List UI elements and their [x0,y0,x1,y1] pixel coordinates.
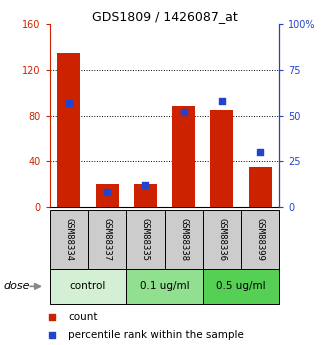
Text: dose: dose [3,282,30,291]
Bar [96,184,118,207]
Text: GSM88336: GSM88336 [217,218,226,261]
Bar [203,210,241,269]
Bar [241,210,279,269]
Bar [50,210,88,269]
Bar [126,210,164,269]
Text: GSM88335: GSM88335 [141,218,150,261]
Title: GDS1809 / 1426087_at: GDS1809 / 1426087_at [91,10,238,23]
Bar [164,210,203,269]
Point [252,265,257,270]
Text: 0.5 ug/ml: 0.5 ug/ml [216,282,266,291]
Point [181,109,186,115]
Point [257,149,263,155]
Bar [134,184,157,207]
Point [105,190,110,195]
Bar [57,53,80,207]
Bar [172,106,195,207]
Text: control: control [70,282,106,291]
Bar [203,269,279,304]
Point [252,96,257,101]
Bar [249,167,272,207]
Point [143,182,148,188]
Point [219,98,224,104]
Point [66,100,72,106]
Bar [126,269,203,304]
Text: count: count [68,312,97,322]
Text: GSM88399: GSM88399 [256,218,265,261]
Text: GSM88338: GSM88338 [179,218,188,261]
Text: 0.1 ug/ml: 0.1 ug/ml [140,282,189,291]
Bar [88,210,126,269]
Text: GSM88337: GSM88337 [103,218,112,261]
Text: GSM88334: GSM88334 [65,218,74,261]
Text: percentile rank within the sample: percentile rank within the sample [68,331,244,340]
Bar [50,269,126,304]
Bar [211,110,233,207]
